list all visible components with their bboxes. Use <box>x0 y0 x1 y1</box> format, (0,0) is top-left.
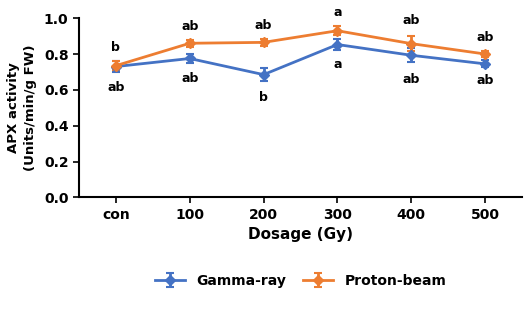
Text: ab: ab <box>403 73 420 86</box>
X-axis label: Dosage (Gy): Dosage (Gy) <box>248 227 353 242</box>
Text: ab: ab <box>255 19 272 32</box>
Text: ab: ab <box>107 80 124 94</box>
Text: ab: ab <box>181 72 198 85</box>
Text: ab: ab <box>181 20 198 33</box>
Text: ab: ab <box>403 14 420 27</box>
Text: a: a <box>333 7 342 19</box>
Y-axis label: APX activity
(Units/min/g FW): APX activity (Units/min/g FW) <box>7 44 37 171</box>
Text: ab: ab <box>477 31 494 44</box>
Text: b: b <box>259 91 268 104</box>
Text: a: a <box>333 58 342 71</box>
Text: ab: ab <box>477 74 494 87</box>
Text: b: b <box>112 42 120 54</box>
Legend: Gamma-ray, Proton-beam: Gamma-ray, Proton-beam <box>149 269 452 294</box>
